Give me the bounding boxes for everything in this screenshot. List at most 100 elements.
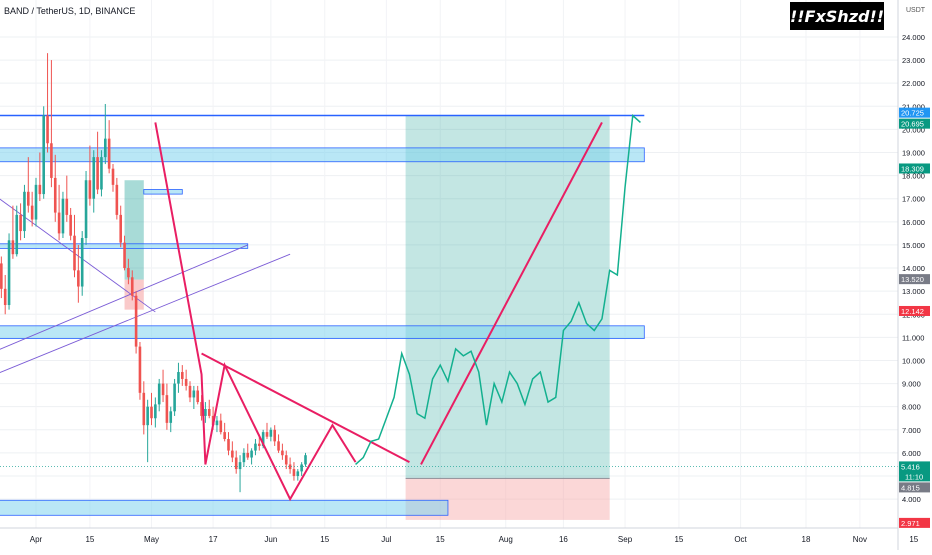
candle-body <box>27 191 30 206</box>
pattern-line <box>201 352 410 464</box>
x-tick-label: Oct <box>734 535 747 544</box>
projection-path <box>355 113 641 466</box>
x-tick-label: Jul <box>381 535 391 544</box>
x-tick-label: Apr <box>30 535 43 544</box>
candle-body <box>119 214 122 243</box>
candle-body <box>246 452 250 458</box>
candle-body <box>73 235 76 271</box>
x-tick-label: May <box>144 535 159 544</box>
x-tick-label: Jun <box>264 535 277 544</box>
candle-body <box>134 295 138 347</box>
price-label: 20.725 <box>901 109 924 118</box>
y-tick-label: 15.000 <box>902 241 925 250</box>
y-tick-label: 7.000 <box>902 426 921 435</box>
price-label: 5.416 <box>901 462 920 471</box>
candle-body <box>254 443 257 451</box>
y-tick-label: 13.000 <box>902 287 925 296</box>
x-tick-label: 17 <box>209 535 218 544</box>
x-tick-label: Aug <box>499 535 513 544</box>
price-label-box <box>899 461 930 482</box>
candle-body <box>173 383 176 412</box>
candle-body <box>100 157 103 190</box>
candle-body <box>38 184 42 195</box>
mini-position-target <box>124 180 144 280</box>
candle-body <box>250 450 253 458</box>
candle-body <box>288 464 292 470</box>
candle-body <box>80 238 84 287</box>
candle-body <box>192 390 196 398</box>
candle-body <box>219 420 223 433</box>
y-tick-label: 20.000 <box>902 125 925 134</box>
y-tick-label: 21.000 <box>902 102 925 111</box>
x-tick-label: 18 <box>802 535 811 544</box>
candle-body <box>123 242 126 269</box>
price-label-box <box>899 274 930 285</box>
candle-body <box>300 464 303 472</box>
y-tick-label: 4.000 <box>902 495 921 504</box>
candle-body <box>96 157 99 190</box>
candle-body <box>15 214 19 255</box>
candle-body <box>19 214 22 232</box>
candle-body <box>265 432 269 437</box>
support-resistance-zone <box>0 499 449 516</box>
candle-body <box>57 212 61 234</box>
y-tick-label: 8.000 <box>902 403 921 412</box>
channel-line <box>0 244 248 350</box>
price-label: 2.971 <box>901 519 920 528</box>
candle-body <box>23 191 26 232</box>
trend-line <box>420 122 603 465</box>
candle-body <box>227 439 230 451</box>
y-tick-label: 23.000 <box>902 56 925 65</box>
candle-body <box>207 408 211 416</box>
candle-body <box>181 372 184 379</box>
candle-body <box>7 240 11 306</box>
candle-body <box>284 455 288 465</box>
candle-body <box>277 441 280 451</box>
candle-body <box>238 462 242 470</box>
candle-body <box>84 180 88 239</box>
candle-body <box>115 184 119 215</box>
support-resistance-zone <box>143 189 183 195</box>
candle-body <box>77 270 80 287</box>
price-label-box <box>899 482 930 493</box>
candle-body <box>281 450 284 456</box>
x-tick-label: Nov <box>853 535 867 544</box>
x-tick-label: 15 <box>320 535 329 544</box>
candle-body <box>223 432 226 440</box>
price-label: 12.142 <box>901 307 924 316</box>
candle-body <box>292 469 296 477</box>
candle-body <box>231 450 234 458</box>
candle-body <box>150 406 153 419</box>
candle-body <box>184 378 188 386</box>
x-tick-label: 15 <box>85 535 94 544</box>
candle-body <box>196 390 199 403</box>
candle-body <box>50 143 53 178</box>
price-label-box <box>899 305 930 316</box>
mini-position-stop <box>124 279 144 310</box>
candle-body <box>296 471 300 477</box>
currency-label: USDT <box>906 7 926 14</box>
x-tick-label: 15 <box>436 535 445 544</box>
candle-body <box>65 198 69 215</box>
author-badge: !!FxShzd!! <box>790 2 884 30</box>
y-tick-label: 19.000 <box>902 149 925 158</box>
candle-body <box>130 277 134 296</box>
x-tick-label: 16 <box>559 535 568 544</box>
candle-body <box>104 138 107 158</box>
candle-body <box>42 115 45 195</box>
symbol-title: BAND / TetherUS, 1D, BINANCE <box>4 6 136 16</box>
y-tick-label: 9.000 <box>902 380 921 389</box>
candle-body <box>92 157 96 199</box>
y-tick-label: 14.000 <box>902 264 925 273</box>
candle-body <box>165 395 169 423</box>
candle-body <box>169 411 173 423</box>
candle-body <box>11 240 15 255</box>
y-tick-label: 10.000 <box>902 356 925 365</box>
y-tick-label: 6.000 <box>902 449 921 458</box>
position-target-area <box>405 115 610 479</box>
candle-body <box>34 184 38 220</box>
price-label: 18.309 <box>901 164 924 173</box>
price-label-box <box>899 118 930 129</box>
